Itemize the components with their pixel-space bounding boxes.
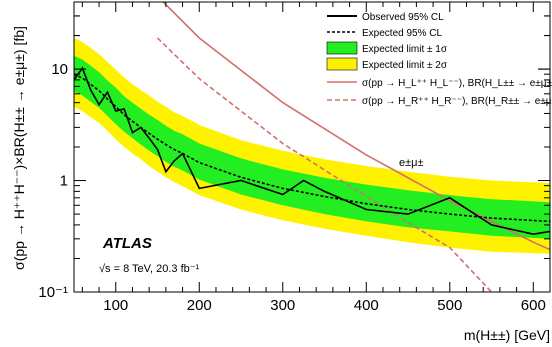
theory-curve-left-handed bbox=[162, 2, 550, 251]
x-tick-label: 300 bbox=[270, 297, 295, 314]
legend-swatch-1sigma bbox=[326, 41, 358, 55]
x-tick-label: 600 bbox=[521, 297, 546, 314]
legend-label-observed: Observed 95% CL bbox=[362, 12, 444, 23]
y-tick-label: 10⁻¹ bbox=[38, 284, 68, 301]
x-axis-title: m(H±±) [GeV] bbox=[464, 327, 550, 343]
x-tick-label: 100 bbox=[103, 297, 128, 314]
x-tick-label: 400 bbox=[354, 297, 379, 314]
x-tick-label: 200 bbox=[187, 297, 212, 314]
theory-curve-right-handed bbox=[156, 37, 493, 292]
legend-label-theory-right: σ(pp → H_R⁺⁺ H_R⁻⁻), BR(H_R±± → e±μ±)=1 bbox=[362, 96, 552, 107]
channel-label: e±μ± bbox=[399, 157, 424, 169]
x-tick-label: 500 bbox=[437, 297, 462, 314]
plot-area bbox=[74, 2, 550, 292]
y-tick-label: 1 bbox=[60, 173, 68, 190]
observed-limit-line bbox=[74, 66, 550, 236]
band-1sigma bbox=[74, 55, 550, 239]
legend-swatch-2sigma bbox=[326, 57, 358, 71]
legend-label-expected: Expected 95% CL bbox=[362, 28, 442, 39]
legend-label-theory-left: σ(pp → H_L⁺⁺ H_L⁻⁻), BR(H_L±± → e±μ±)=1 bbox=[362, 78, 552, 89]
legend: Observed 95% CL Expected 95% CL Expected… bbox=[326, 12, 552, 107]
axes: 100 200 300 400 500 600 10⁻¹ 1 10 bbox=[38, 1, 551, 314]
y-tick-label: 10 bbox=[51, 61, 68, 78]
energy-luminosity-label: √s = 8 TeV, 20.3 fb⁻¹ bbox=[99, 263, 200, 275]
legend-label-2sigma: Expected limit ± 2σ bbox=[362, 60, 448, 71]
legend-label-1sigma: Expected limit ± 1σ bbox=[362, 44, 448, 55]
y-axis-title: σ(pp → H⁺⁺H⁻⁻)×BR(H±± → e±μ±) [fb] bbox=[11, 26, 27, 270]
experiment-label: ATLAS bbox=[102, 235, 152, 252]
